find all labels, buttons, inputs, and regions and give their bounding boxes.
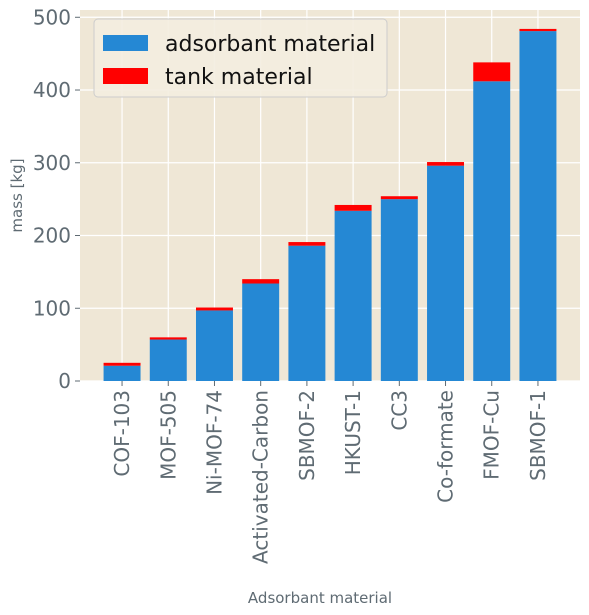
bar-adsorbant-COF-103: [103, 365, 141, 381]
x-tick-label-7: Co-formate: [434, 390, 458, 503]
y-axis-label: mass [kg]: [8, 158, 26, 232]
y-tick-label-0: 0: [58, 369, 71, 393]
x-tick-label-9: SBMOF-1: [526, 390, 550, 481]
bar-tank-CC3: [380, 196, 418, 200]
bar-tank-Co-formate: [427, 162, 465, 166]
x-tick-label-5: HKUST-1: [341, 390, 365, 475]
bar-adsorbant-SBMOF-1: [519, 31, 557, 382]
x-tick-label-4: SBMOF-2: [295, 390, 319, 481]
bar-adsorbant-Co-formate: [427, 165, 465, 381]
legend-swatch-adsorbant: [103, 35, 148, 51]
legend-label-tank: tank material: [165, 65, 313, 90]
y-tick-label-2: 200: [33, 224, 71, 248]
x-tick-label-1: MOF-505: [156, 390, 180, 480]
x-tick-label-3: Activated-Carbon: [249, 390, 273, 564]
y-tick-label-1: 100: [33, 296, 71, 320]
bar-tank-Ni-MOF-74: [195, 307, 233, 311]
bar-tank-HKUST-1: [334, 204, 372, 211]
bar-tank-SBMOF-1: [519, 28, 557, 32]
x-tick-label-8: FMOF-Cu: [480, 390, 504, 480]
y-tick-label-5: 500: [33, 5, 71, 29]
legend-box: [93, 18, 388, 98]
bar-adsorbant-FMOF-Cu: [473, 81, 511, 382]
bar-tank-MOF-505: [149, 337, 187, 340]
bar-tank-FMOF-Cu: [473, 62, 511, 82]
bar-adsorbant-CC3: [380, 199, 418, 381]
x-tick-label-0: COF-103: [110, 390, 134, 477]
x-tick-label-2: Ni-MOF-74: [202, 390, 226, 495]
x-axis-label: Adsorbant material: [248, 589, 392, 607]
y-tick-label-4: 400: [33, 78, 71, 102]
x-axis-ticks: COF-103 MOF-505 Ni-MOF-74 Activated-Carbon S…: [110, 381, 550, 564]
bar-adsorbant-Ni-MOF-74: [195, 310, 233, 381]
y-axis-ticks: 0 100 200 300 400 500: [33, 5, 80, 393]
bars: [103, 28, 557, 382]
y-tick-label-3: 300: [33, 151, 71, 175]
legend-label-adsorbant: adsorbant material: [165, 32, 375, 57]
legend: adsorbant material tank material: [93, 18, 388, 98]
bar-tank-COF-103: [103, 362, 141, 366]
bar-tank-Activated-Carbon: [242, 279, 280, 284]
bar-adsorbant-HKUST-1: [334, 210, 372, 381]
x-tick-label-6: CC3: [387, 390, 411, 431]
bar-adsorbant-Activated-Carbon: [242, 283, 280, 381]
bar-tank-SBMOF-2: [288, 242, 326, 246]
bar-adsorbant-SBMOF-2: [288, 245, 326, 381]
bar-adsorbant-MOF-505: [149, 339, 187, 381]
legend-swatch-tank: [103, 68, 148, 84]
